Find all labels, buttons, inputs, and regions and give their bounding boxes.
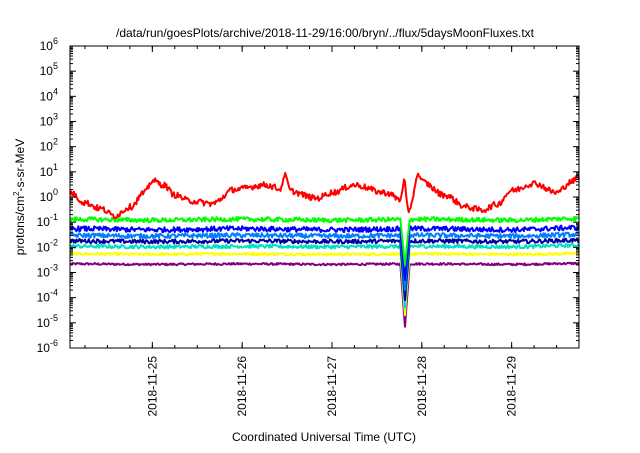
y-tick-label: 102 [40, 137, 58, 154]
y-tick-label: 101 [40, 162, 58, 179]
y-axis-label: protons/cm2-s-sr-MeV [12, 139, 27, 255]
y-axis-label-sup: 2 [12, 191, 21, 196]
x-tick-label: 2018-11-27 [325, 356, 339, 417]
y-tick-label: 10-3 [37, 263, 58, 280]
x-axis-label: Coordinated Universal Time (UTC) [232, 430, 416, 444]
y-tick-label: 10-1 [37, 212, 58, 229]
y-tick-label: 105 [40, 61, 58, 78]
series-line [69, 251, 580, 317]
series-line [69, 224, 580, 282]
y-tick-label: 100 [40, 187, 58, 204]
series-line [69, 172, 580, 220]
y-tick-label: 10-4 [37, 288, 58, 305]
series-line [69, 237, 580, 302]
plot-frame [69, 45, 580, 349]
y-axis: 10-6 10-5 10-4 10-3 10-2 10-1 100 101 102 103 104 1… [37, 36, 579, 355]
series-line [69, 261, 580, 328]
y-tick-label: 10-5 [37, 313, 58, 330]
y-tick-label: 103 [40, 112, 58, 129]
x-tick-label: 2018-11-26 [235, 356, 249, 417]
x-tick-label: 2018-11-29 [505, 356, 519, 417]
y-tick-label: 10-6 [37, 338, 58, 355]
x-tick-label: 2018-11-25 [145, 356, 159, 417]
y-axis-label-suffix: -s-sr-MeV [13, 139, 27, 192]
series-line [69, 215, 580, 266]
y-tick-label: 106 [40, 36, 58, 53]
x-tick-label: 2018-11-28 [415, 356, 429, 417]
x-axis: 2018-11-25 2018-11-26 2018-11-27 2018-11-28… [84, 46, 580, 417]
y-axis-label-prefix: protons/cm [13, 196, 27, 255]
y-tick-label: 104 [40, 86, 58, 103]
series-line [69, 231, 580, 292]
y-tick-label: 10-2 [37, 237, 58, 254]
plot-lines [69, 172, 580, 328]
series-line [69, 242, 580, 309]
chart-title: /data/run/goesPlots/archive/2018-11-29/1… [116, 26, 535, 40]
